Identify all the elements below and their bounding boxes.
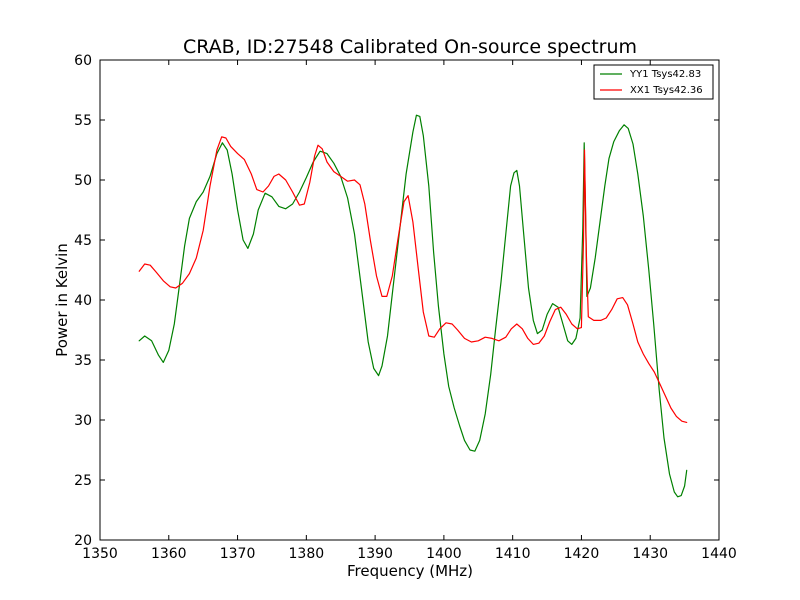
x-tick-label: 1410 [495, 546, 531, 562]
legend-label-xx1: XX1 Tsys42.36 [630, 85, 703, 96]
y-tick-label: 35 [74, 353, 92, 369]
y-tick-label: 25 [74, 473, 92, 489]
x-tick-label: 1420 [564, 546, 600, 562]
y-tick-label: 20 [74, 533, 92, 549]
y-tick-label: 40 [74, 293, 92, 309]
plot-area [100, 60, 719, 540]
y-axis: 20 25 30 35 40 45 50 55 60 [74, 53, 719, 549]
series-layer [138, 114, 688, 498]
y-tick-label: 45 [74, 233, 92, 249]
x-tick-label: 1390 [357, 546, 393, 562]
chart-title: CRAB, ID:27548 Calibrated On-source spec… [183, 36, 637, 58]
y-tick-label: 50 [74, 173, 92, 189]
x-tick-label: 1430 [632, 546, 668, 562]
legend-box [593, 64, 714, 100]
legend: YY1 Tsys42.83 XX1 Tsys42.36 [593, 64, 714, 100]
x-tick-label: 1380 [289, 546, 325, 562]
x-tick-label: 1360 [151, 546, 187, 562]
x-axis-label: Frequency (MHz) [347, 562, 473, 580]
x-axis: 1350 1360 1370 1380 1390 1400 1410 1420 1430 1440 [82, 60, 737, 562]
y-tick-label: 30 [74, 413, 92, 429]
x-tick-label: 1400 [426, 546, 462, 562]
y-tick-label: 55 [74, 113, 92, 129]
y-tick-label: 60 [74, 53, 92, 69]
legend-label-yy1: YY1 Tsys42.83 [629, 69, 701, 80]
x-tick-label: 1370 [220, 546, 256, 562]
series-line-xx1 [138, 136, 688, 423]
x-tick-label: 1440 [701, 546, 737, 562]
x-tick-label: 1350 [82, 546, 118, 562]
y-axis-label: Power in Kelvin [53, 243, 71, 357]
series-line-yy1 [138, 114, 688, 498]
